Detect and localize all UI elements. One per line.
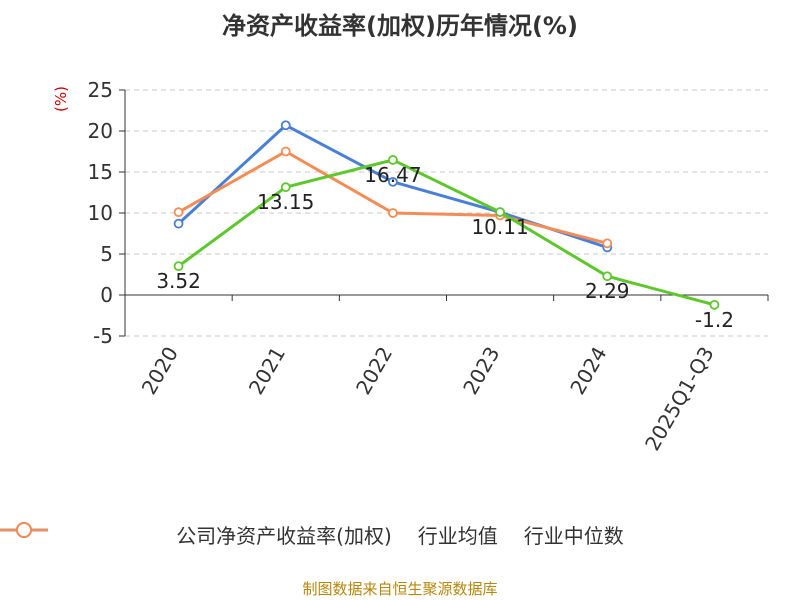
legend: 公司净资产收益率(加权) 行业均值 行业中位数 — [0, 520, 800, 549]
legend-item-industry-mean[interactable]: 行业均值 — [0, 520, 498, 549]
data-point-0 — [280, 182, 291, 193]
data-point-2 — [280, 146, 291, 157]
legend-label-company: 公司净资产收益率(加权) — [176, 524, 392, 548]
y-tick-label: 10 — [88, 201, 113, 225]
legend-label-industry-median: 行业中位数 — [523, 524, 624, 548]
legend-label-industry-mean: 行业均值 — [417, 524, 498, 548]
y-tick-label: 0 — [100, 283, 113, 307]
data-label: 13.15 — [257, 190, 314, 214]
data-point-1 — [388, 176, 398, 187]
data-point-2 — [173, 207, 184, 218]
y-tick-label: -5 — [93, 324, 113, 348]
y-tick-label: 15 — [88, 160, 113, 184]
y-tick-label: 20 — [88, 119, 113, 143]
chart-title: 净资产收益率(加权)历年情况(%) — [222, 12, 578, 40]
y-tick-label: 5 — [100, 242, 113, 266]
data-source-note: 制图数据来自恒生聚源数据库 — [302, 580, 498, 598]
x-tick-label: 2021 — [244, 343, 290, 399]
data-point-2 — [602, 238, 613, 249]
series-line-0 — [177, 158, 715, 307]
data-point-1 — [173, 218, 184, 229]
y-tick-label: 25 — [88, 78, 113, 102]
legend-item-industry-median[interactable]: 行业中位数 — [0, 520, 624, 549]
data-label: 2.29 — [585, 279, 630, 303]
x-tick-label: 2025Q1-Q3 — [640, 343, 719, 455]
data-point-0 — [495, 207, 505, 217]
data-label: 10.11 — [471, 215, 528, 239]
data-label: 16.47 — [364, 163, 421, 187]
legend-swatch-industry-median — [0, 522, 48, 538]
data-point-0 — [602, 271, 613, 282]
x-tick-label: 2022 — [351, 343, 397, 399]
data-label: 3.52 — [156, 269, 201, 293]
data-point-2 — [388, 208, 398, 218]
x-tick-label: 2020 — [137, 343, 183, 399]
legend-item-company[interactable]: 公司净资产收益率(加权) — [0, 520, 392, 549]
x-tick-label: 2024 — [565, 343, 611, 399]
data-point-1 — [280, 120, 291, 131]
data-label: -1.2 — [695, 308, 734, 332]
data-point-0 — [709, 299, 720, 310]
x-tick-label: 2023 — [458, 343, 504, 399]
data-point-0 — [173, 261, 184, 272]
data-point-0 — [388, 155, 398, 165]
